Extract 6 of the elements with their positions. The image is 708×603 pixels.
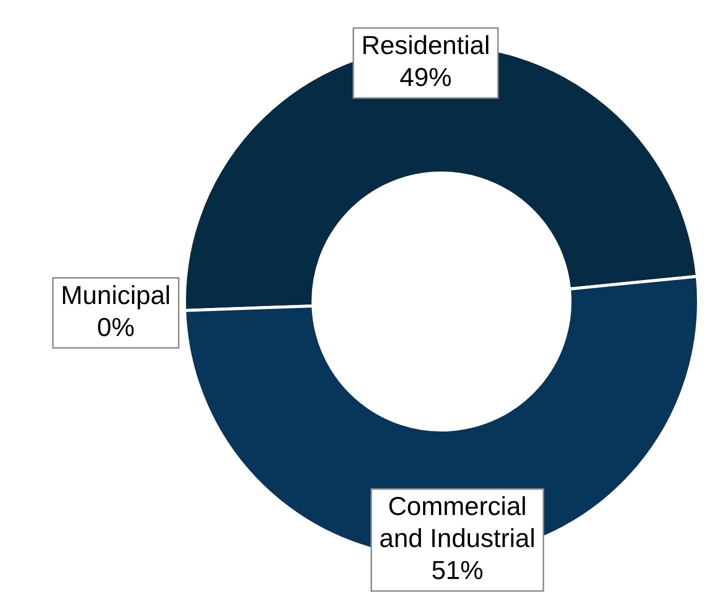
category-label: Municipal [60,280,171,310]
text: 0% [96,312,135,342]
data-label: 51% [431,555,484,586]
slice-label: Commercial and Industrial [379,491,536,554]
data-label: 49% [400,62,452,92]
slice-label: Residential [361,30,490,60]
